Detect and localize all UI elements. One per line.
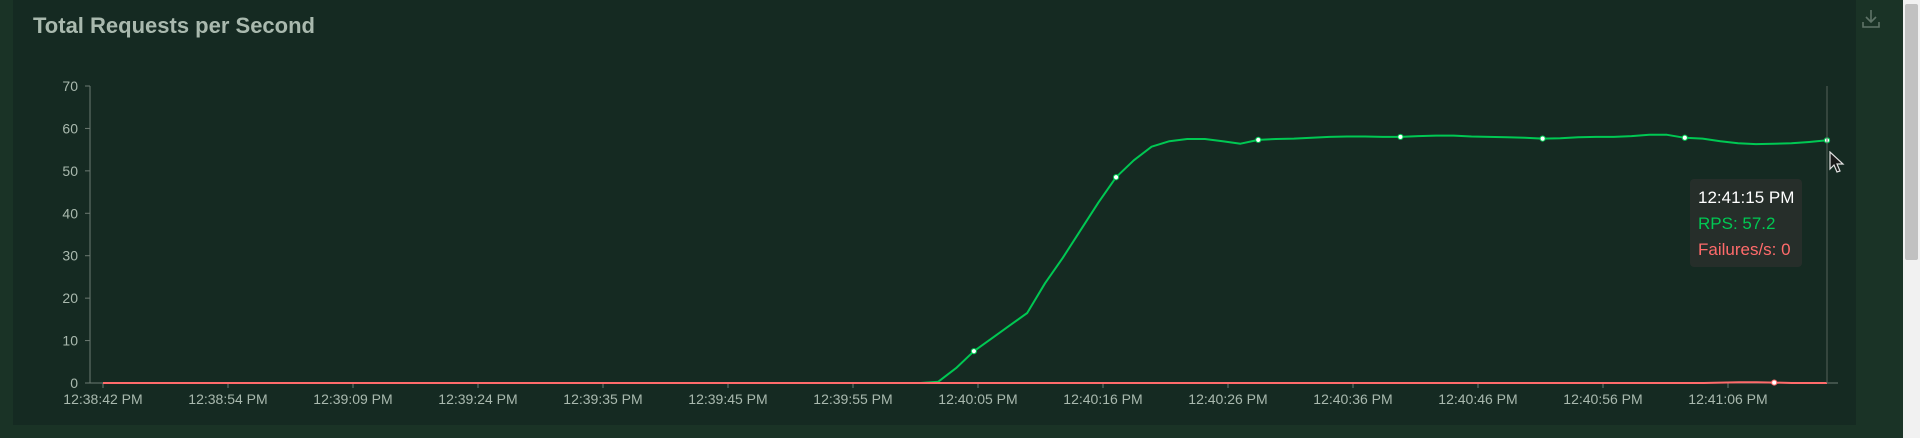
y-tick-label: 0: [70, 375, 78, 391]
y-axis: 0 10 20 30 40 50 60 70: [62, 78, 91, 391]
scrollbar-thumb[interactable]: [1905, 4, 1918, 260]
y-tick-label: 20: [62, 290, 78, 306]
x-axis: 12:38:42 PM 12:38:54 PM 12:39:09 PM 12:39:2…: [63, 382, 1838, 407]
x-tick-label: 12:38:54 PM: [188, 391, 267, 407]
y-tick-label: 70: [62, 78, 78, 94]
chart-tooltip: 12:41:15 PM RPS: 57.2 Failures/s: 0: [1690, 179, 1802, 267]
x-tick-label: 12:40:56 PM: [1563, 391, 1642, 407]
data-point: [1771, 379, 1778, 386]
y-tick-label: 30: [62, 248, 78, 264]
x-tick-label: 12:39:35 PM: [563, 391, 642, 407]
tooltip-failures: Failures/s: 0: [1698, 240, 1791, 259]
x-tick-label: 12:39:45 PM: [688, 391, 767, 407]
x-tick-label: 12:40:16 PM: [1063, 391, 1142, 407]
series-line-rps: [103, 133, 1828, 384]
data-point: [1539, 135, 1546, 142]
mouse-cursor-icon: [1829, 150, 1845, 175]
x-tick-label: 12:40:46 PM: [1438, 391, 1517, 407]
x-tick-label: 12:40:36 PM: [1313, 391, 1392, 407]
chart-title: Total Requests per Second: [33, 13, 315, 38]
data-point: [1397, 133, 1404, 141]
y-tick-label: 60: [62, 120, 78, 136]
y-tick-label: 50: [62, 163, 78, 179]
x-tick-label: 12:39:09 PM: [313, 391, 392, 407]
x-tick-label: 12:39:55 PM: [813, 391, 892, 407]
x-tick-label: 12:40:05 PM: [938, 391, 1017, 407]
data-point: [1112, 174, 1120, 181]
x-tick-label: 12:41:06 PM: [1688, 391, 1767, 407]
data-point: [1255, 136, 1262, 143]
x-tick-label: 12:39:24 PM: [438, 391, 517, 407]
download-icon[interactable]: [1858, 6, 1884, 32]
data-point: [1681, 134, 1688, 141]
chart-panel: [13, 0, 1856, 425]
data-point: [970, 348, 977, 355]
x-tick-label: 12:38:42 PM: [63, 391, 142, 407]
tooltip-time: 12:41:15 PM: [1698, 188, 1795, 207]
series-line-failures: [103, 381, 1827, 384]
y-tick-label: 40: [62, 205, 78, 221]
series-layer: [103, 133, 1831, 386]
x-tick-label: 12:40:26 PM: [1188, 391, 1267, 407]
y-tick-label: 10: [62, 333, 78, 349]
tooltip-rps: RPS: 57.2: [1698, 214, 1776, 233]
